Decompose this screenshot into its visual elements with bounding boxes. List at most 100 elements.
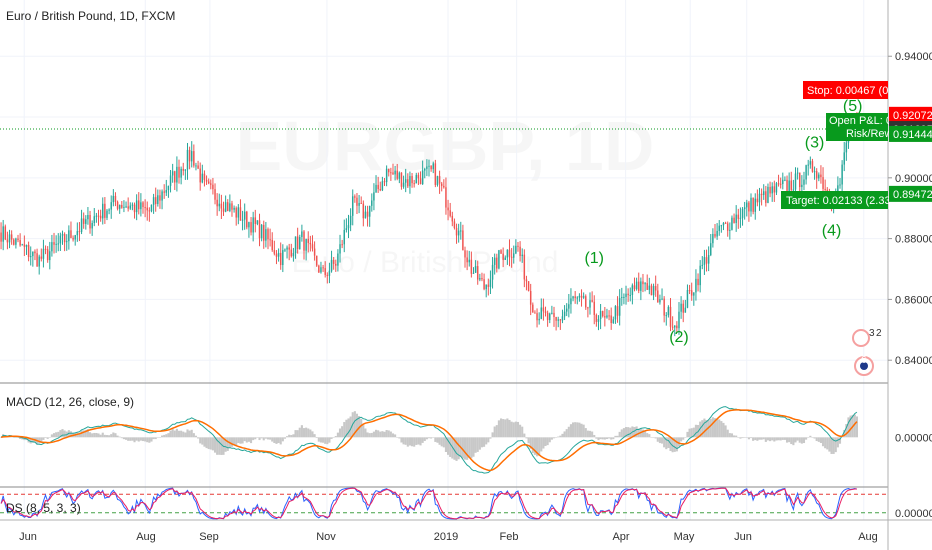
candle-body[interactable] [762, 191, 765, 196]
candle-body[interactable] [604, 316, 606, 318]
candle-body[interactable] [779, 183, 782, 185]
candle-body[interactable] [273, 250, 276, 254]
candle-body[interactable] [432, 163, 434, 170]
candle-body[interactable] [13, 239, 15, 245]
candle-body[interactable] [174, 171, 176, 183]
candle-body[interactable] [182, 168, 184, 171]
candle-body[interactable] [288, 247, 290, 250]
candle-body[interactable] [354, 196, 356, 198]
candle-body[interactable] [379, 189, 382, 191]
candle-body[interactable] [775, 183, 778, 193]
candle-body[interactable] [568, 304, 570, 309]
candle-body[interactable] [396, 170, 398, 179]
candle-body[interactable] [428, 165, 430, 167]
candle-body[interactable] [650, 285, 653, 296]
candle-body[interactable] [4, 226, 7, 240]
candle-body[interactable] [76, 231, 79, 236]
candle-body[interactable] [284, 249, 286, 251]
candle-body[interactable] [498, 250, 500, 269]
candle-body[interactable] [756, 198, 759, 203]
candle-body[interactable] [118, 205, 121, 209]
candle-body[interactable] [2, 226, 4, 242]
candle-body[interactable] [207, 181, 210, 184]
candle-body[interactable] [271, 239, 273, 251]
candle-body[interactable] [38, 256, 40, 267]
candle-body[interactable] [341, 244, 343, 246]
candle-body[interactable] [216, 199, 218, 207]
candle-body[interactable] [678, 311, 680, 329]
candle-body[interactable] [233, 207, 235, 210]
candle-body[interactable] [176, 166, 178, 183]
candle-body[interactable] [17, 238, 19, 241]
candle-body[interactable] [536, 313, 538, 321]
candle-body[interactable] [246, 211, 248, 228]
candle-body[interactable] [460, 230, 462, 232]
candle-body[interactable] [765, 191, 767, 203]
candle-body[interactable] [398, 172, 401, 179]
candle-body[interactable] [417, 174, 420, 179]
candle-body[interactable] [85, 219, 87, 224]
candle-body[interactable] [519, 246, 521, 257]
candle-body[interactable] [157, 195, 159, 205]
candle-body[interactable] [746, 202, 748, 208]
candle-body[interactable] [218, 203, 221, 207]
candle-body[interactable] [102, 203, 104, 219]
wave-label-2[interactable]: (2) [669, 329, 689, 346]
candle-body[interactable] [318, 265, 320, 273]
candle-body[interactable] [44, 248, 47, 250]
candle-body[interactable] [523, 254, 526, 280]
candle-body[interactable] [731, 217, 733, 230]
candle-body[interactable] [239, 207, 242, 221]
candle-body[interactable] [822, 177, 824, 189]
candle-body[interactable] [443, 185, 445, 188]
candle-body[interactable] [684, 307, 687, 313]
candle-body[interactable] [104, 203, 106, 218]
candle-body[interactable] [792, 189, 795, 191]
candle-body[interactable] [510, 256, 513, 258]
candle-body[interactable] [809, 161, 812, 165]
candle-body[interactable] [549, 313, 551, 321]
candle-body[interactable] [563, 311, 566, 317]
candle-body[interactable] [515, 245, 517, 254]
candle-body[interactable] [546, 312, 549, 321]
candle-body[interactable] [159, 195, 161, 201]
candle-body[interactable] [468, 259, 470, 263]
candle-body[interactable] [815, 171, 818, 179]
candle-body[interactable] [767, 186, 769, 203]
candle-body[interactable] [652, 286, 655, 296]
stoch-d-line[interactable] [0, 487, 857, 520]
candle-body[interactable] [504, 257, 507, 260]
wave-label-3[interactable]: (3) [805, 134, 825, 151]
candle-body[interactable] [154, 197, 157, 205]
candle-body[interactable] [578, 295, 581, 298]
candle-body[interactable] [635, 281, 638, 290]
candle-body[interactable] [485, 284, 487, 290]
candle-body[interactable] [788, 180, 790, 192]
candle-body[interactable] [212, 184, 214, 190]
candle-body[interactable] [226, 202, 229, 211]
candle-body[interactable] [824, 188, 826, 190]
candle-body[interactable] [72, 237, 74, 240]
candle-body[interactable] [335, 263, 337, 266]
candle-body[interactable] [222, 208, 225, 212]
candle-body[interactable] [210, 183, 212, 185]
candle-body[interactable] [99, 215, 102, 219]
candle-body[interactable] [53, 242, 55, 245]
candle-body[interactable] [436, 176, 439, 185]
candle-body[interactable] [193, 151, 195, 166]
candle-body[interactable] [178, 166, 180, 178]
candle-body[interactable] [180, 168, 182, 178]
candle-body[interactable] [561, 316, 564, 321]
candle-body[interactable] [57, 243, 60, 245]
candle-body[interactable] [479, 278, 481, 280]
candle-body[interactable] [710, 243, 712, 256]
candle-body[interactable] [807, 164, 809, 166]
candle-body[interactable] [699, 265, 701, 286]
candle-body[interactable] [375, 184, 377, 193]
candle-body[interactable] [337, 253, 339, 266]
candle-body[interactable] [203, 173, 206, 180]
candle-body[interactable] [430, 165, 432, 170]
candle-body[interactable] [46, 249, 49, 261]
candle-body[interactable] [315, 255, 318, 266]
candle-body[interactable] [733, 217, 735, 223]
